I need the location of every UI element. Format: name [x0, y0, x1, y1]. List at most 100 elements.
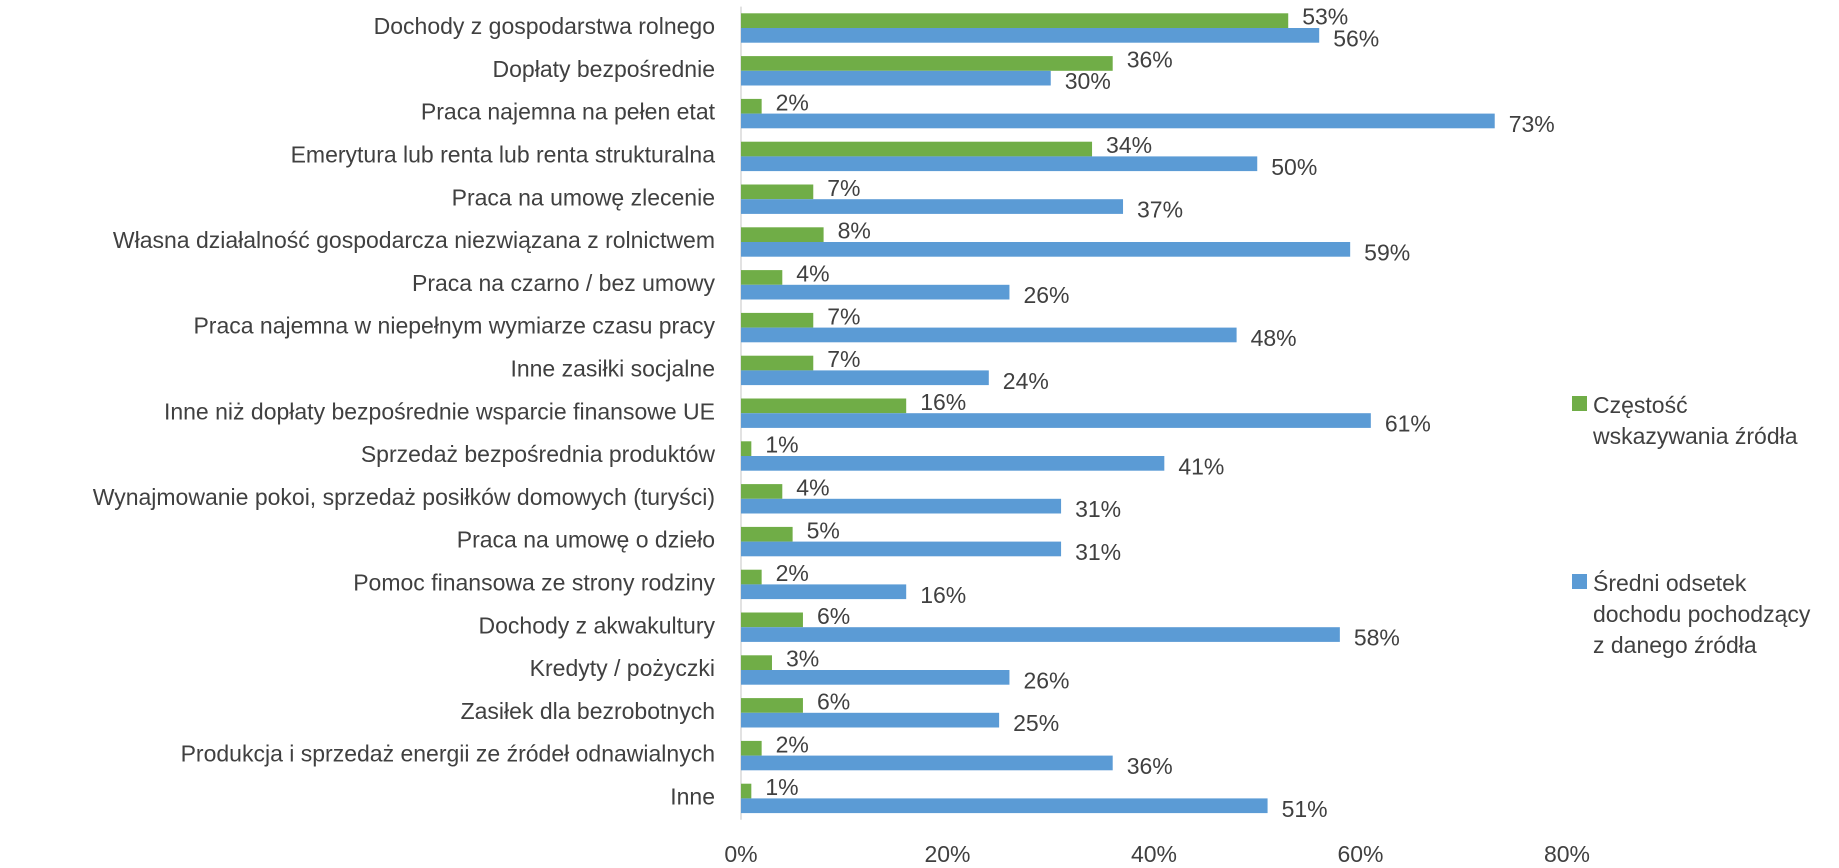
data-label: 61%	[1385, 411, 1431, 437]
x-tick-label: 20%	[924, 841, 970, 867]
x-tick-label: 40%	[1131, 841, 1177, 867]
data-label: 16%	[920, 389, 966, 415]
y-tick-label: Sprzedaż bezpośrednia produktów	[361, 441, 716, 467]
bar	[741, 28, 1320, 43]
data-label: 3%	[786, 646, 819, 672]
y-tick-label: Emerytura lub renta lub renta struktural…	[291, 141, 716, 167]
y-tick-label: Zasiłek dla bezrobotnych	[461, 698, 715, 724]
bar	[741, 655, 772, 670]
data-label: 48%	[1251, 325, 1297, 351]
data-label: 36%	[1127, 753, 1173, 779]
data-label: 26%	[1023, 667, 1069, 693]
y-tick-label: Kredyty / pożyczki	[530, 655, 715, 681]
bar	[741, 355, 814, 371]
bar	[741, 227, 824, 242]
bar	[741, 98, 762, 114]
data-label: 34%	[1106, 132, 1152, 158]
data-label: 31%	[1075, 539, 1121, 565]
data-label: 37%	[1137, 197, 1183, 223]
y-tick-label: Inne	[670, 783, 715, 809]
data-label: 25%	[1013, 710, 1059, 736]
bar	[741, 327, 1237, 343]
y-tick-label: Dochody z akwakultury	[479, 612, 716, 638]
y-tick-label: Praca na umowę o dzieło	[457, 527, 715, 553]
bar	[741, 312, 814, 328]
x-tick-label: 0%	[724, 841, 757, 867]
data-label: 5%	[807, 517, 840, 543]
bar	[741, 526, 793, 542]
bar	[741, 484, 783, 499]
bar	[741, 584, 907, 600]
data-label: 30%	[1065, 68, 1111, 94]
bar	[741, 199, 1124, 214]
bar	[741, 413, 1371, 428]
bar	[741, 783, 752, 799]
data-label: 73%	[1509, 111, 1555, 137]
bar	[741, 569, 762, 585]
data-label: 7%	[827, 346, 860, 372]
bar	[741, 70, 1051, 86]
data-label: 4%	[796, 261, 829, 287]
bar	[741, 370, 989, 386]
data-label: 24%	[1003, 368, 1049, 394]
data-label: 8%	[838, 218, 871, 244]
data-label: 1%	[765, 432, 798, 458]
data-label: 7%	[827, 175, 860, 201]
bar	[741, 798, 1268, 814]
data-label: 16%	[920, 582, 966, 608]
data-label: 59%	[1364, 239, 1410, 265]
bar	[741, 740, 762, 756]
y-tick-label: Inne zasiłki socjalne	[510, 355, 715, 381]
y-tick-label: Własna działalność gospodarcza niezwiąza…	[113, 227, 715, 253]
bar	[741, 627, 1340, 642]
y-tick-label: Dopłaty bezpośrednie	[493, 56, 715, 82]
data-label: 7%	[827, 303, 860, 329]
legend-item: Średni odsetek dochodu pochodzący z dane…	[1572, 568, 1813, 661]
y-tick-label: Dochody z gospodarstwa rolnego	[374, 13, 715, 39]
y-tick-label: Praca najemna na pełen etat	[421, 99, 716, 125]
bar	[741, 56, 1113, 71]
data-label: 36%	[1127, 47, 1173, 73]
bar	[741, 755, 1113, 771]
data-label: 2%	[776, 731, 809, 757]
legend-label: Częstość wskazywania źródła	[1593, 392, 1798, 449]
data-label: 41%	[1178, 453, 1224, 479]
bar	[741, 441, 752, 456]
y-tick-label: Praca na umowę zlecenie	[452, 184, 715, 210]
y-tick-label: Praca na czarno / bez umowy	[412, 270, 715, 296]
data-label: 56%	[1333, 25, 1379, 51]
bar	[741, 113, 1495, 129]
legend-item: Częstość wskazywania źródła	[1572, 390, 1813, 452]
data-label: 50%	[1271, 154, 1317, 180]
y-tick-label: Praca najemna w niepełnym wymiarze czasu…	[193, 313, 715, 339]
data-label: 51%	[1282, 796, 1328, 822]
data-label: 26%	[1023, 282, 1069, 308]
bar	[741, 242, 1351, 257]
data-label: 53%	[1302, 4, 1348, 30]
x-tick-label: 60%	[1337, 841, 1383, 867]
data-label: 2%	[776, 89, 809, 115]
data-label: 4%	[796, 475, 829, 501]
data-label: 6%	[817, 689, 850, 715]
bar	[741, 13, 1289, 28]
bar	[741, 184, 814, 200]
bar	[741, 270, 783, 285]
y-tick-label: Pomoc finansowa ze strony rodziny	[353, 569, 715, 595]
x-tick-label: 80%	[1544, 841, 1590, 867]
bar	[741, 712, 1000, 728]
bar	[741, 141, 1093, 157]
legend-swatch	[1572, 574, 1587, 589]
legend-swatch	[1572, 396, 1587, 411]
bar	[741, 456, 1165, 471]
y-tick-label: Wynajmowanie pokoi, sprzedaż posiłków do…	[93, 484, 715, 510]
bar	[741, 398, 907, 414]
data-label: 58%	[1354, 625, 1400, 651]
y-tick-label: Inne niż dopłaty bezpośrednie wsparcie f…	[164, 398, 715, 424]
bar	[741, 612, 803, 628]
bar	[741, 156, 1258, 172]
data-label: 2%	[776, 560, 809, 586]
y-tick-label: Produkcja i sprzedaż energii ze źródeł o…	[181, 741, 715, 767]
bar	[741, 541, 1062, 557]
